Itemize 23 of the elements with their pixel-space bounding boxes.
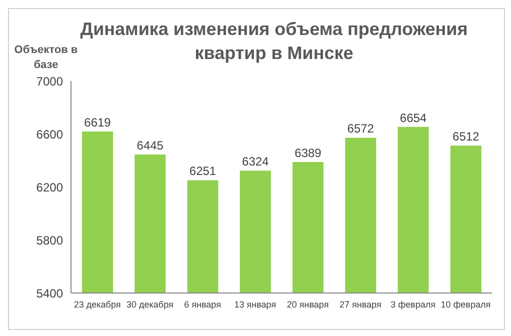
data-label: 6512 [452, 130, 480, 144]
y-tick-label: 6600 [36, 127, 64, 142]
y-tick-label: 5400 [36, 286, 64, 300]
x-tick-label: 30 декабря [126, 299, 174, 310]
y-tick-label: 6200 [36, 180, 64, 194]
data-label: 6445 [136, 138, 164, 153]
x-tick-label: 13 января [234, 299, 276, 310]
data-label: 6324 [242, 154, 270, 169]
x-tick-label: 10 февраля [440, 299, 491, 310]
data-label: 6654 [400, 110, 427, 125]
chart-title: Динамика изменения объема предложения квартир в Минске [80, 19, 468, 63]
x-tick-label: 27 января [340, 299, 382, 310]
data-label: 6572 [347, 122, 374, 136]
x-tick-label: 20 января [286, 299, 329, 310]
x-tick-label: 23 декабря [74, 299, 121, 310]
data-label: 6619 [84, 115, 112, 130]
y-tick-label: 7000 [36, 74, 64, 88]
x-tick-label: 3 февраля [390, 299, 436, 310]
x-tick-label: 6 января [184, 299, 222, 310]
y-axis-title: Объектов в базе [13, 43, 79, 73]
y-tick-label: 5800 [36, 233, 64, 248]
data-label: 6389 [294, 146, 322, 160]
data-label: 6251 [189, 164, 216, 178]
